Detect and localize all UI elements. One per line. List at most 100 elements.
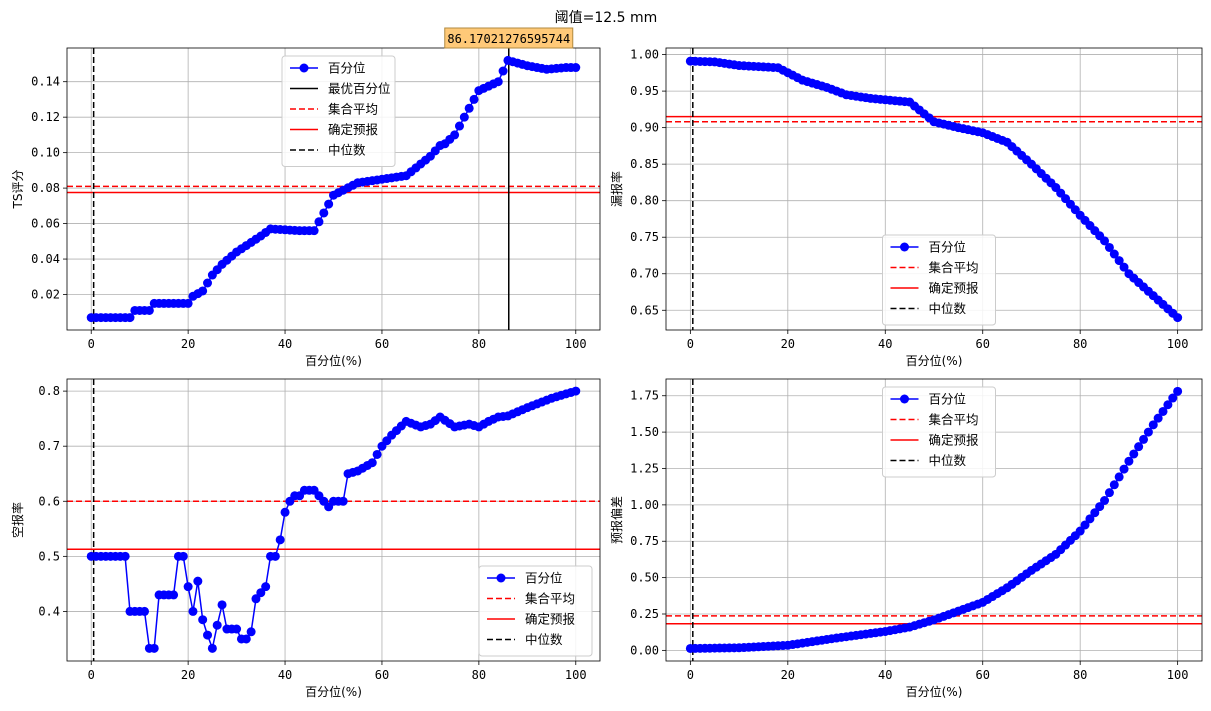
series-point bbox=[207, 643, 217, 653]
legend-swatch-marker bbox=[900, 242, 909, 252]
series-point bbox=[493, 77, 503, 87]
series-point bbox=[324, 199, 334, 209]
x-axis-label: 百分位(%) bbox=[906, 684, 963, 699]
series-point bbox=[1143, 427, 1153, 437]
series-point bbox=[1124, 456, 1134, 466]
x-tick-label: 100 bbox=[1167, 337, 1189, 351]
series-point bbox=[193, 576, 203, 586]
legend-item: 百分位 bbox=[890, 240, 967, 255]
y-tick-label: 0.6 bbox=[38, 494, 60, 508]
series-point bbox=[319, 208, 329, 218]
series-point bbox=[178, 551, 188, 561]
y-tick-label: 0.06 bbox=[31, 217, 60, 231]
series-point bbox=[1104, 242, 1114, 252]
x-tick-label: 60 bbox=[976, 337, 990, 351]
x-tick-label: 60 bbox=[375, 337, 389, 351]
y-tick-label: 0.14 bbox=[31, 75, 60, 89]
series-point bbox=[1100, 496, 1110, 506]
y-tick-label: 0.12 bbox=[31, 110, 60, 124]
series-point bbox=[1075, 526, 1085, 536]
series-point bbox=[125, 313, 135, 323]
legend-item: 确定预报 bbox=[290, 122, 379, 137]
series-point bbox=[217, 600, 227, 610]
legend-label: 中位数 bbox=[929, 301, 967, 316]
legend-label: 集合平均 bbox=[929, 412, 979, 427]
series-point bbox=[367, 458, 377, 468]
series-point bbox=[1129, 449, 1139, 459]
x-tick-label: 0 bbox=[687, 668, 694, 682]
legend-frame bbox=[478, 565, 593, 657]
series-point bbox=[1173, 386, 1183, 396]
axes-frame bbox=[665, 378, 1203, 662]
series-point bbox=[498, 66, 508, 76]
series-point bbox=[469, 94, 479, 104]
y-tick-label: 1.25 bbox=[630, 461, 659, 475]
series-point bbox=[246, 627, 256, 637]
legend-item: 百分位 bbox=[290, 61, 366, 76]
series-point bbox=[459, 112, 469, 122]
series-point bbox=[571, 63, 581, 73]
legend-label: 百分位 bbox=[929, 240, 967, 255]
figure-suptitle: 阈值=12.5 mm bbox=[555, 10, 658, 26]
legend-label: 百分位 bbox=[525, 571, 563, 586]
legend-item: 集合平均 bbox=[890, 260, 979, 275]
x-tick-label: 20 bbox=[781, 337, 795, 351]
series-point bbox=[198, 615, 208, 625]
annotation-text: 86.17021276595744 bbox=[447, 32, 570, 46]
x-tick-label: 0 bbox=[88, 337, 95, 351]
series-point bbox=[1100, 236, 1110, 246]
x-tick-label: 100 bbox=[1167, 668, 1189, 682]
series-point bbox=[571, 386, 581, 396]
series-point bbox=[372, 449, 382, 459]
chart-panels: 0 20 40 60 80 100 0.02 0.04 0.06 0.08 0.10 0.12 0.14… bbox=[10, 27, 1203, 699]
series-point bbox=[198, 286, 208, 296]
x-tick-label: 80 bbox=[1073, 337, 1087, 351]
y-tick-label: 1.00 bbox=[630, 498, 659, 512]
y-tick-label: 1.00 bbox=[630, 48, 659, 62]
series-point bbox=[1153, 413, 1163, 423]
x-axis-label: 百分位(%) bbox=[305, 353, 362, 368]
x-tick-label: 100 bbox=[565, 668, 587, 682]
chart-ts: 0 20 40 60 80 100 0.02 0.04 0.06 0.08 0.10 0.12 0.14… bbox=[11, 27, 601, 368]
axes-frame bbox=[665, 47, 1203, 331]
legend-swatch-marker bbox=[900, 394, 909, 404]
legend-item: 确定预报 bbox=[487, 612, 576, 627]
y-tick-label: 0.70 bbox=[630, 267, 659, 281]
series-point bbox=[309, 226, 319, 236]
legend-item: 中位数 bbox=[290, 143, 366, 158]
series-point bbox=[275, 535, 285, 545]
series-point bbox=[232, 624, 242, 634]
legend-label: 中位数 bbox=[929, 453, 967, 468]
x-tick-label: 40 bbox=[878, 668, 892, 682]
series-point bbox=[251, 594, 261, 604]
x-tick-label: 60 bbox=[976, 668, 990, 682]
legend-frame bbox=[882, 386, 996, 478]
y-tick-label: 0.02 bbox=[31, 288, 60, 302]
legend-label: 确定预报 bbox=[929, 433, 980, 448]
series-point bbox=[454, 121, 464, 131]
y-axis-label: 漏报率 bbox=[609, 171, 624, 207]
legend-label: 确定预报 bbox=[525, 612, 576, 627]
series-point bbox=[140, 606, 150, 616]
series-point bbox=[1109, 480, 1119, 490]
legend-frame bbox=[281, 55, 396, 167]
legend-label: 集合平均 bbox=[328, 102, 378, 117]
axes-frame bbox=[66, 47, 601, 331]
y-tick-label: 0.65 bbox=[630, 303, 659, 317]
x-axis-label: 百分位(%) bbox=[906, 353, 963, 368]
chart-miss: 0 20 40 60 80 100 0.65 0.70 0.75 0.80 0.85 0.90 0.95… bbox=[609, 47, 1203, 368]
series-point bbox=[270, 551, 280, 561]
x-tick-label: 80 bbox=[1073, 668, 1087, 682]
annotation-box bbox=[444, 27, 574, 49]
legend-item: 中位数 bbox=[487, 632, 563, 647]
series-point bbox=[212, 620, 222, 630]
y-tick-label: 0.75 bbox=[630, 534, 659, 548]
series-point bbox=[1163, 400, 1173, 410]
series-point bbox=[1095, 502, 1105, 512]
series-point bbox=[241, 634, 251, 644]
legend-label: 最优百分位 bbox=[328, 81, 391, 96]
axes-frame bbox=[66, 378, 601, 662]
legend-item: 中位数 bbox=[890, 453, 967, 468]
